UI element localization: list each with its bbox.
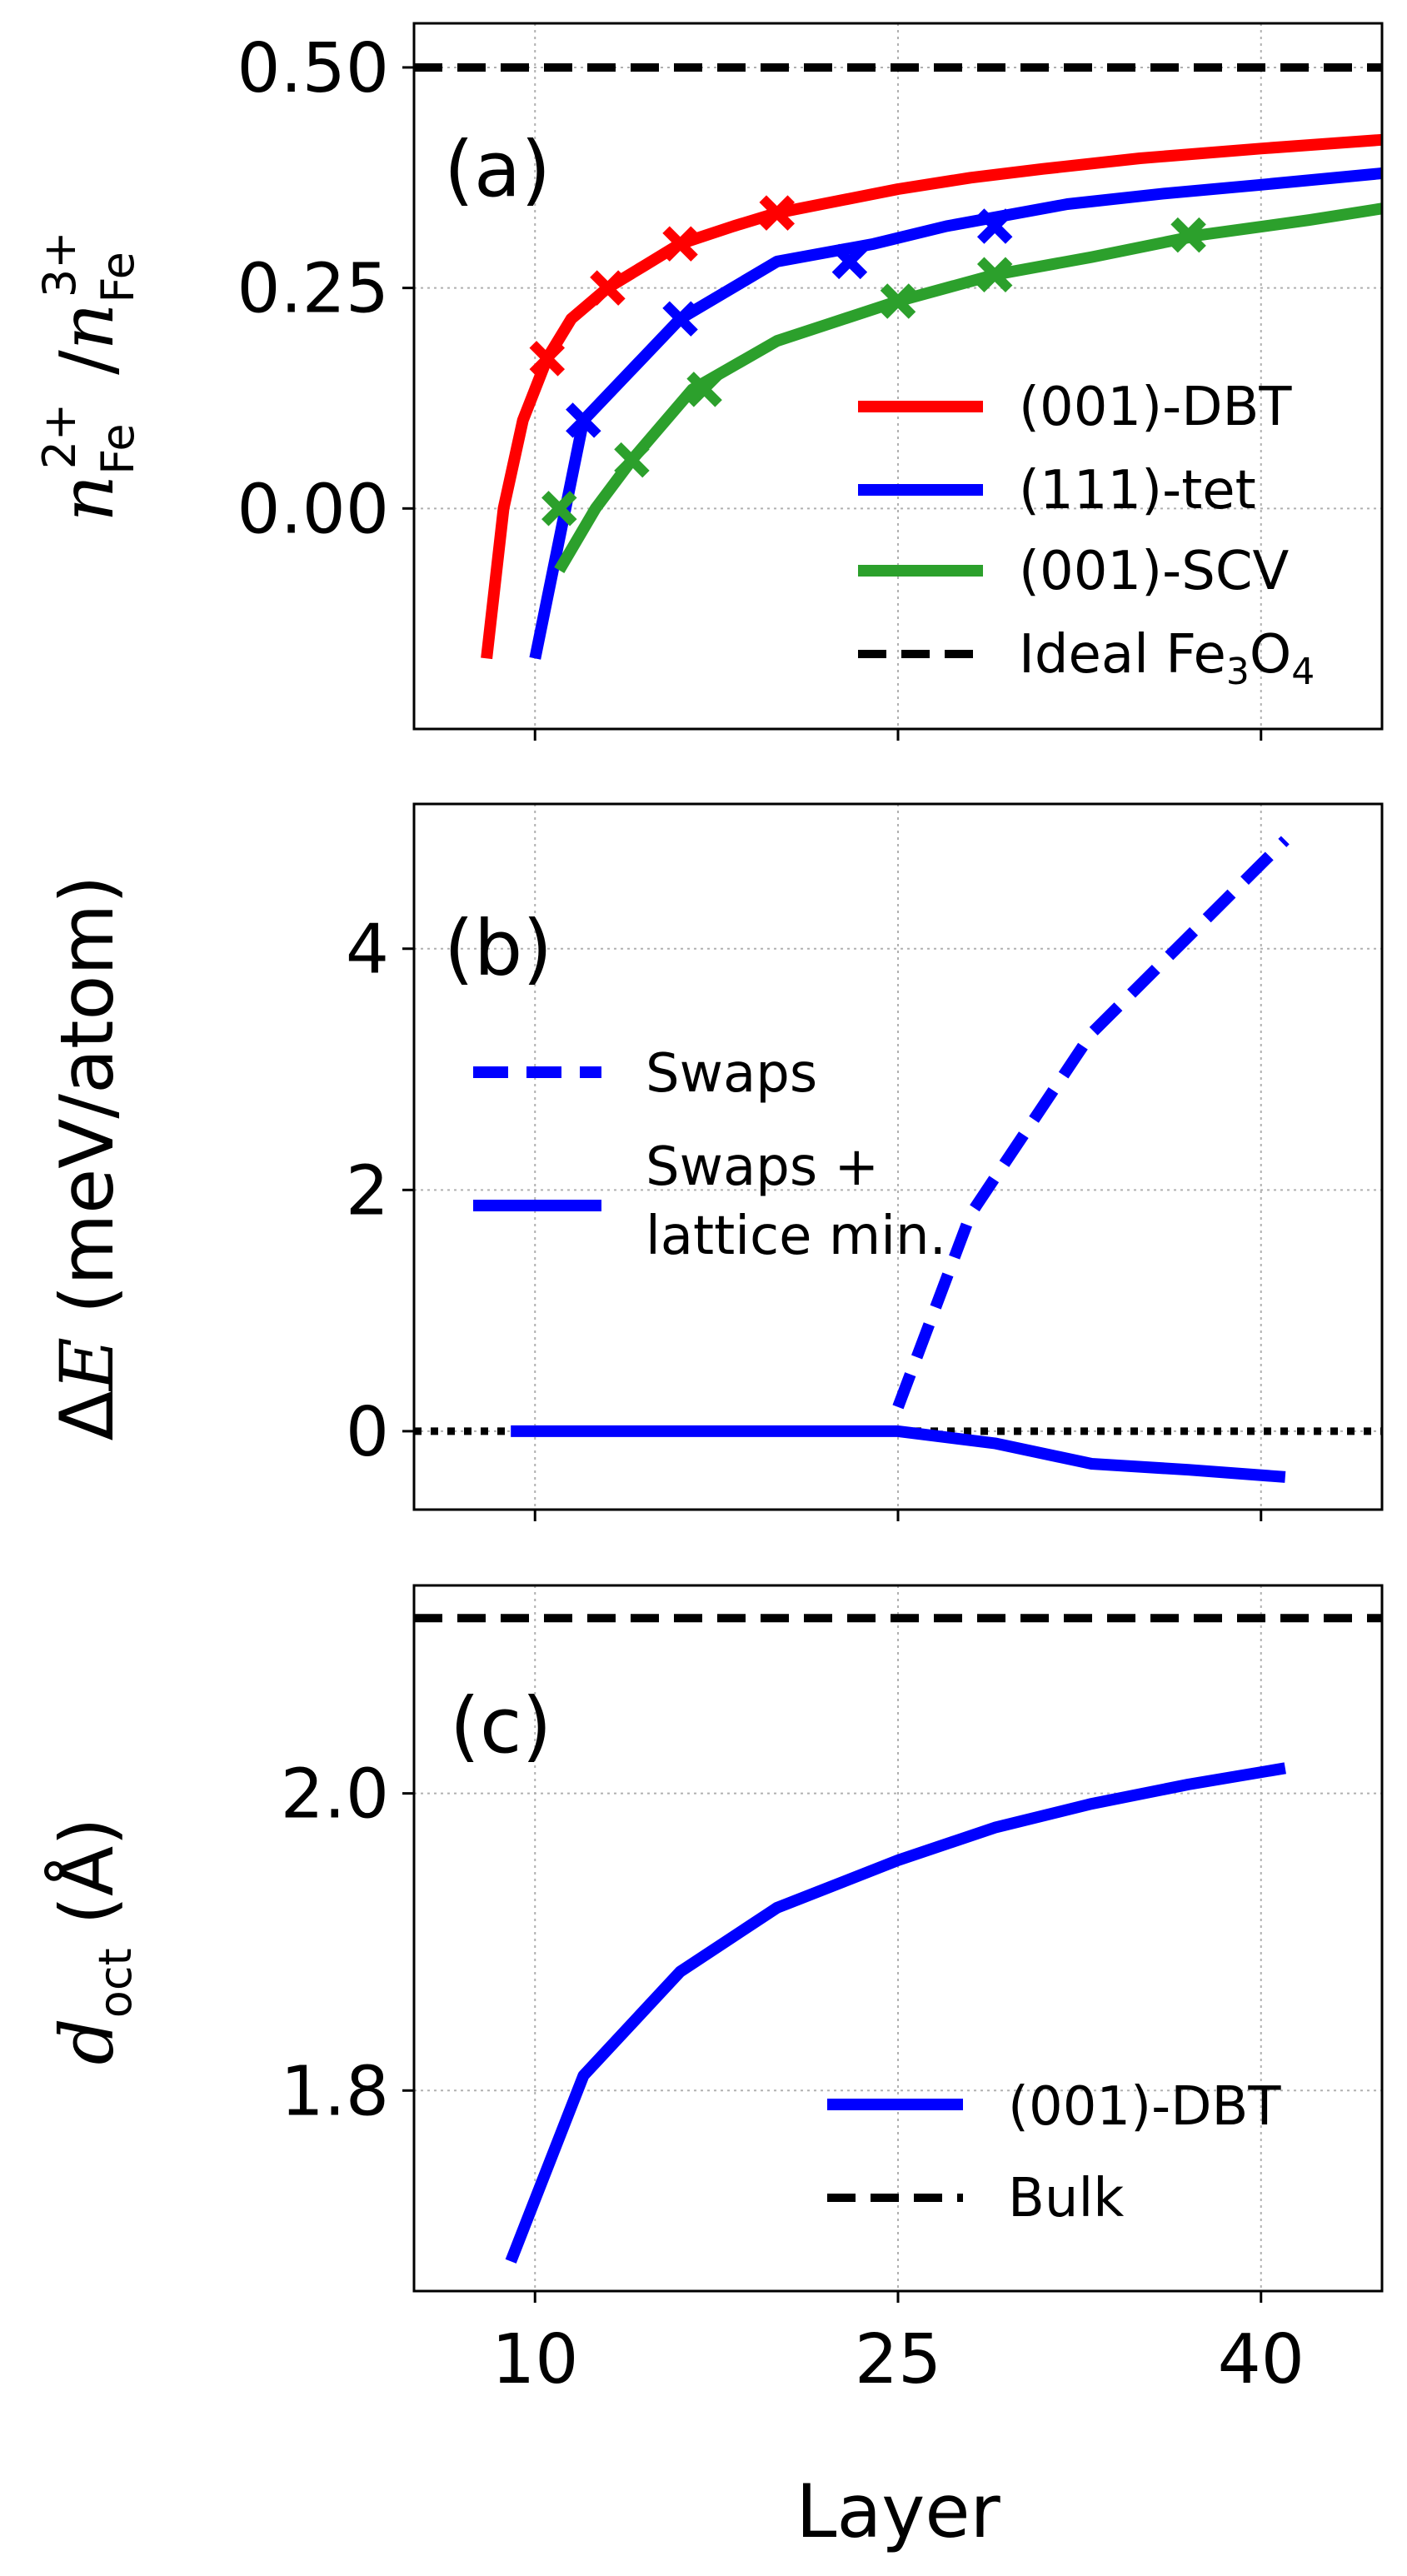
marker-stroke (590, 270, 626, 306)
panel-a-series (414, 62, 1384, 660)
legend-label-swaps: Swaps (646, 1043, 817, 1105)
data-point-marker-001-scv (614, 442, 650, 478)
legend-label-swaps-lattice-line1: Swaps + (646, 1136, 879, 1198)
panel-a: 0.00 0.25 0.50 (a) nFe2+ /nFe3+ (001)-DBT … (33, 22, 1384, 741)
panel-c-grid (414, 1585, 1382, 2291)
data-point-marker-001-scv (1170, 217, 1206, 253)
legend-label-001-dbt: (001)-DBT (1019, 377, 1292, 438)
panel-a-ylabel: nFe2+ /nFe3+ (33, 232, 144, 522)
marker-stroke (614, 442, 650, 478)
series-line-001-dbt (481, 133, 1383, 660)
legend-label-c-001-dbt: (001)-DBT (1008, 2076, 1281, 2138)
legend-label-bulk: Bulk (1008, 2168, 1124, 2229)
panel-b-x-ticks (533, 1510, 1263, 1521)
panel-b: 0 2 4 (b) ΔE (meV/atom) Swaps Swaps + latt… (44, 802, 1384, 1521)
marker-stroke (566, 402, 601, 438)
marker-stroke (880, 283, 916, 319)
x-tick-label: 40 (1218, 2320, 1305, 2399)
series-line-001-dbt (505, 1762, 1286, 2264)
panel-c-series (414, 1614, 1382, 2264)
panel-b-series (414, 836, 1382, 1483)
panel-b-legend: Swaps Swaps + lattice min. (473, 1043, 946, 1267)
marker-stroke (831, 243, 868, 280)
data-point-marker-001-scv (686, 372, 722, 407)
marker-stroke (976, 257, 1013, 292)
marker-stroke (1170, 217, 1206, 253)
data-point-marker-001-dbt (662, 226, 698, 262)
data-point-marker-001-dbt (529, 341, 566, 377)
x-tick-label: 25 (855, 2320, 941, 2399)
panel-a-label: (a) (444, 125, 551, 214)
y-tick-label: 0 (346, 1393, 389, 1472)
data-point-marker-111-tet (662, 301, 698, 337)
x-tick-label: 10 (491, 2320, 578, 2399)
series-line-swaps-lattice-min (511, 1425, 1286, 1483)
y-tick-label: 2.0 (281, 1755, 389, 1835)
y-tick-label: 4 (346, 911, 389, 990)
marker-stroke (541, 491, 577, 527)
legend-label-ideal-fe3o4: Ideal Fe3O4 (1019, 624, 1315, 693)
data-point-marker-001-dbt (590, 270, 626, 306)
panel-a-y-ticks: 0.00 0.25 0.50 (237, 29, 414, 549)
series-line-swaps (892, 836, 1290, 1410)
panel-c-label: (c) (450, 1681, 551, 1770)
marker-stroke (759, 195, 795, 231)
panel-a-legend: (001)-DBT (111)-tet (001)-SCV Ideal Fe3O… (858, 377, 1315, 693)
x-axis-title: Layer (796, 2469, 1000, 2554)
panel-c-x-ticks: 10 25 40 (491, 2291, 1305, 2399)
data-point-marker-111-tet (566, 402, 601, 438)
panel-c-ylabel: doct (Å) (44, 1817, 142, 2064)
panel-b-label: (b) (444, 904, 552, 993)
panel-c-legend: (001)-DBT Bulk (827, 2076, 1281, 2229)
y-tick-label: 0.00 (237, 470, 389, 549)
panel-b-ylabel: ΔE (meV/atom) (44, 876, 130, 1441)
legend-label-001-scv: (001)-SCV (1019, 541, 1290, 602)
panel-a-x-ticks (533, 729, 1263, 741)
y-tick-label: 0.25 (237, 250, 389, 329)
data-point-marker-111-tet (831, 243, 868, 280)
marker-stroke (662, 226, 698, 262)
data-point-marker-001-scv (880, 283, 916, 319)
marker-stroke (662, 301, 698, 337)
marker-stroke (976, 208, 1013, 244)
panel-c-y-ticks: 1.8 2.0 (281, 1755, 414, 2131)
legend-label-111-tet: (111)-tet (1019, 460, 1256, 522)
panel-c: 1.8 2.0 10 25 40 (c) doct (Å) (001)-DBT Bul… (44, 1584, 1384, 2554)
panel-b-y-ticks: 0 2 4 (346, 911, 414, 1472)
marker-stroke (529, 341, 566, 377)
data-point-marker-111-tet (976, 208, 1013, 244)
data-point-marker-001-dbt (759, 195, 795, 231)
legend-label-swaps-lattice-line2: lattice min. (646, 1206, 946, 1267)
data-point-marker-001-scv (541, 491, 577, 527)
y-tick-label: 1.8 (281, 2052, 389, 2131)
data-point-marker-001-scv (976, 257, 1013, 292)
panel-c-frame (412, 1584, 1384, 2293)
y-tick-label: 2 (346, 1151, 389, 1231)
marker-stroke (686, 372, 722, 407)
series-line-111-tet (529, 167, 1383, 660)
y-tick-label: 0.50 (237, 29, 389, 108)
